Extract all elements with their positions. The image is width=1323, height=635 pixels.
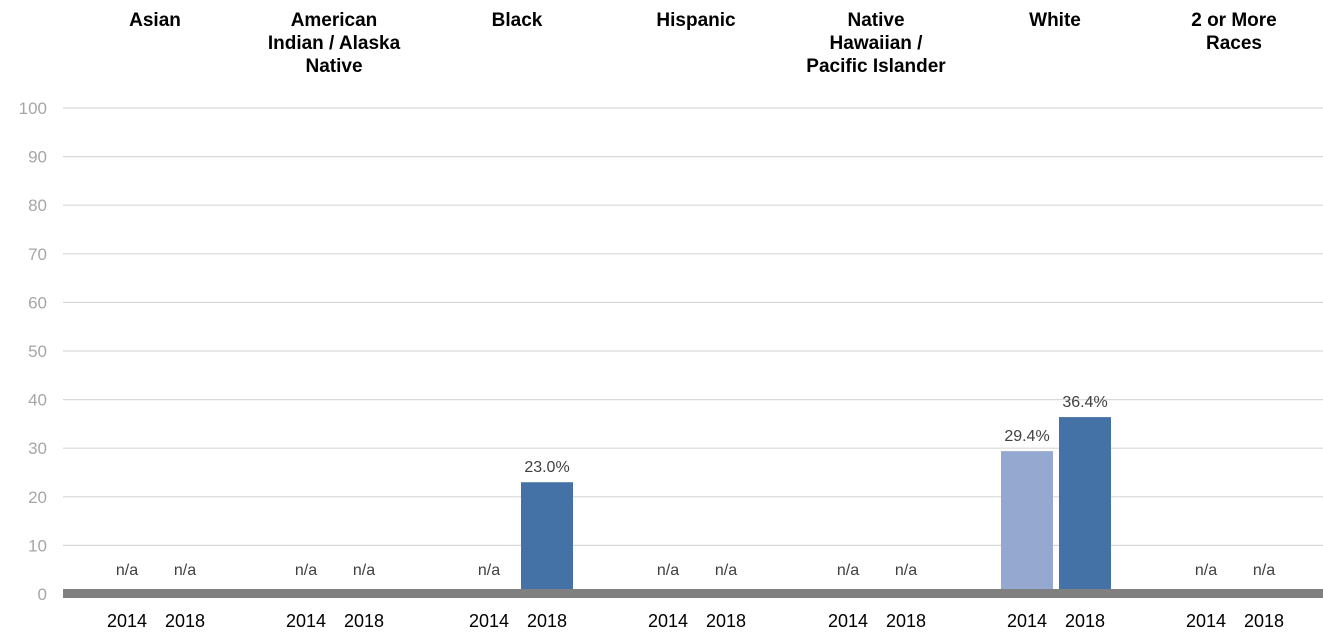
bar <box>1001 451 1053 594</box>
bar <box>521 482 573 594</box>
x-tick-label: 2018 <box>1065 611 1105 631</box>
data-label: n/a <box>174 562 196 579</box>
data-label: 29.4% <box>1004 428 1049 445</box>
y-tick-label: 80 <box>28 196 47 215</box>
data-label: 36.4% <box>1062 394 1107 411</box>
x-tick-label: 2018 <box>344 611 384 631</box>
x-tick-label: 2018 <box>165 611 205 631</box>
data-label: n/a <box>478 562 500 579</box>
data-label: n/a <box>353 562 375 579</box>
group-title: Races <box>1206 33 1262 54</box>
x-tick-label: 2018 <box>1244 611 1284 631</box>
bar <box>1059 417 1111 594</box>
data-label: n/a <box>715 562 737 579</box>
x-axis-baseline <box>63 589 1323 598</box>
data-label: n/a <box>1195 562 1217 579</box>
x-tick-label: 2014 <box>828 611 868 631</box>
x-tick-label: 2014 <box>286 611 326 631</box>
x-tick-label: 2014 <box>107 611 147 631</box>
data-label: 23.0% <box>524 459 569 476</box>
group-title: Asian <box>129 10 181 31</box>
data-label: n/a <box>657 562 679 579</box>
data-label: n/a <box>895 562 917 579</box>
y-tick-label: 70 <box>28 245 47 264</box>
data-label: n/a <box>1253 562 1275 579</box>
x-tick-label: 2018 <box>886 611 926 631</box>
data-label: n/a <box>116 562 138 579</box>
group-title: Hispanic <box>656 10 736 31</box>
group-title: Black <box>492 10 543 31</box>
group-title: Pacific Islander <box>806 56 946 77</box>
y-tick-label: 0 <box>38 585 47 604</box>
y-tick-label: 100 <box>19 99 47 118</box>
y-tick-label: 50 <box>28 342 47 361</box>
y-tick-label: 40 <box>28 391 47 410</box>
x-tick-label: 2014 <box>648 611 688 631</box>
data-label: n/a <box>837 562 859 579</box>
data-label: n/a <box>295 562 317 579</box>
group-title: Hawaiian / <box>830 33 924 54</box>
x-tick-label: 2014 <box>1186 611 1226 631</box>
group-title: White <box>1029 10 1081 31</box>
y-tick-label: 90 <box>28 148 47 167</box>
group-title: American <box>291 10 378 31</box>
x-tick-label: 2014 <box>469 611 509 631</box>
group-title: Native <box>305 56 362 77</box>
x-tick-label: 2018 <box>527 611 567 631</box>
group-title: 2 or More <box>1191 10 1277 31</box>
y-tick-label: 30 <box>28 439 47 458</box>
y-tick-label: 60 <box>28 293 47 312</box>
x-tick-label: 2014 <box>1007 611 1047 631</box>
x-tick-label: 2018 <box>706 611 746 631</box>
y-tick-label: 10 <box>28 536 47 555</box>
group-title: Indian / Alaska <box>268 33 401 54</box>
y-tick-label: 20 <box>28 488 47 507</box>
group-title: Native <box>847 10 904 31</box>
